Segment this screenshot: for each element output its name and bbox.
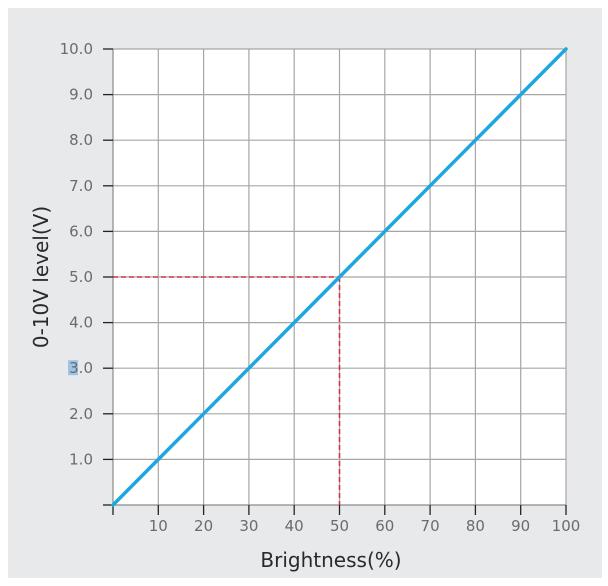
- x-tick-label: 20: [194, 517, 213, 535]
- x-tick-label: 60: [375, 517, 394, 535]
- y-axis-title: 0-10V level(V): [29, 206, 53, 348]
- y-tick-label: 3.0: [69, 359, 93, 377]
- x-axis-title: Brightness(%): [260, 548, 401, 572]
- y-tick-label: 2.0: [69, 405, 93, 423]
- y-tick-label: 1.0: [69, 450, 93, 468]
- x-tick-label: 50: [330, 517, 349, 535]
- y-tick-label: 5.0: [69, 268, 93, 286]
- selection-highlight: [68, 360, 78, 376]
- x-tick-label: 80: [466, 517, 485, 535]
- x-tick-label: 100: [552, 517, 581, 535]
- x-tick-label: 10: [149, 517, 168, 535]
- y-tick-label: 9.0: [69, 86, 93, 104]
- y-tick-label: 10.0: [60, 40, 93, 58]
- data-series: [111, 47, 568, 507]
- y-tick-label: 4.0: [69, 314, 93, 332]
- y-tick-label: 6.0: [69, 222, 93, 240]
- guide-lines: [113, 276, 341, 505]
- series-line: [111, 47, 568, 507]
- x-tick-label: 30: [239, 517, 258, 535]
- y-tick-label: 7.0: [69, 177, 93, 195]
- x-tick-label: 70: [421, 517, 440, 535]
- y-tick-label: 8.0: [69, 131, 93, 149]
- x-tick-label: 40: [285, 517, 304, 535]
- x-tick-labels: 10 20 30 40 50 60 70 80 90 100: [149, 517, 581, 535]
- x-tick-label: 90: [511, 517, 530, 535]
- y-tick-labels: 1.0 2.0 3.0 4.0 5.0 6.0 7.0 8.0 9.0 10.0: [60, 40, 93, 468]
